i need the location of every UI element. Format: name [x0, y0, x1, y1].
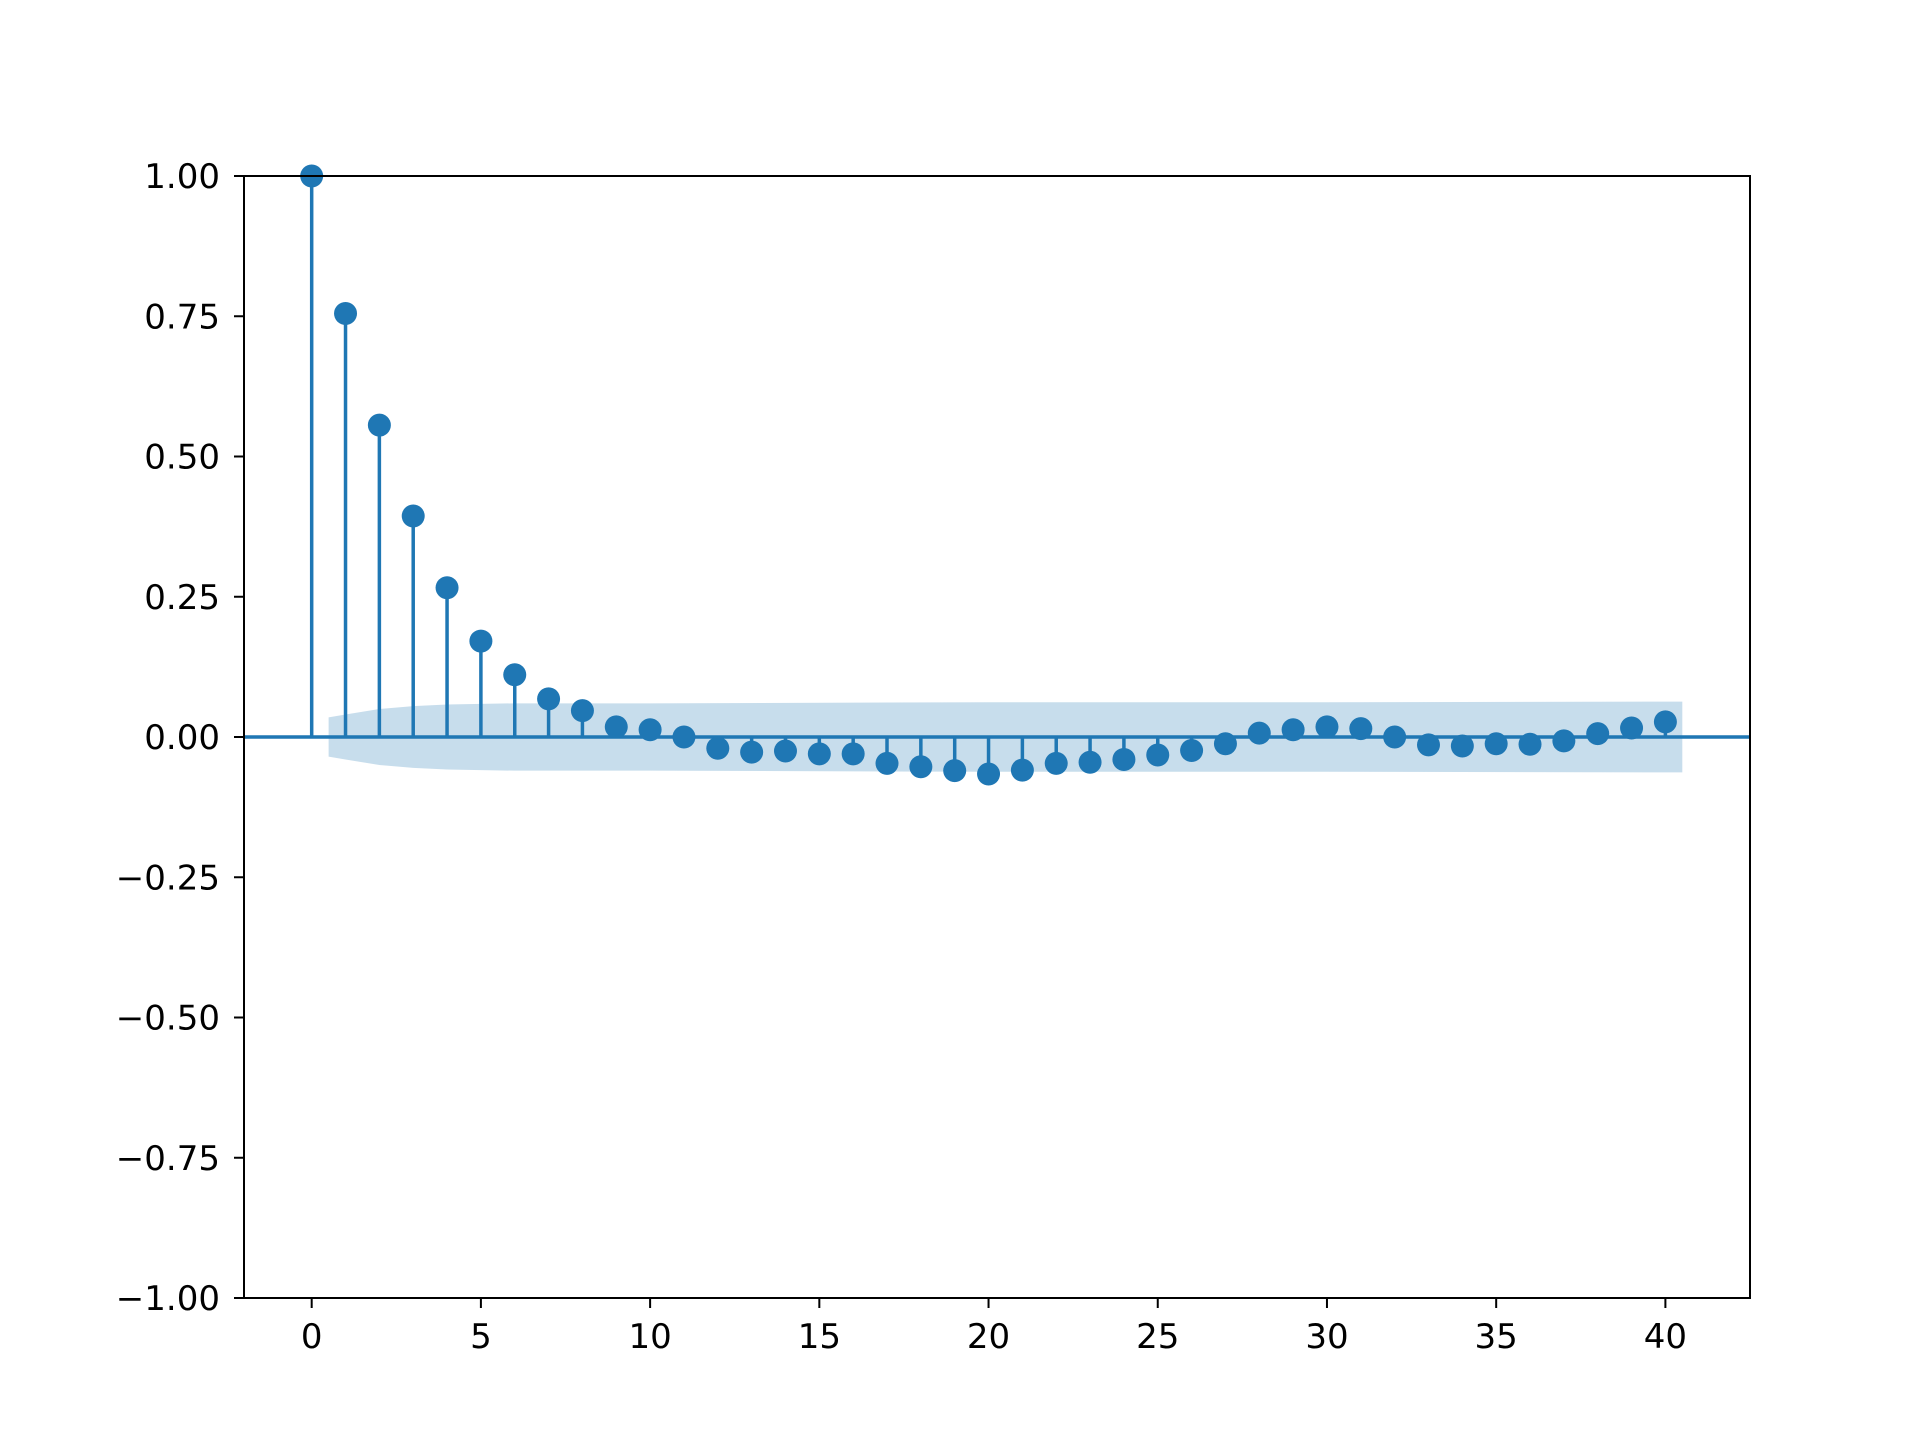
stem-marker-lag-34	[1450, 734, 1474, 758]
stem-marker-lag-21	[1010, 758, 1034, 782]
x-tick-label-40: 40	[1644, 1317, 1687, 1357]
stem-marker-lag-29	[1281, 718, 1305, 742]
x-tick-label-30: 30	[1305, 1317, 1348, 1357]
stem-marker-lag-16	[841, 742, 865, 766]
stem-marker-lag-17	[875, 751, 899, 775]
stem-marker-lag-31	[1349, 717, 1373, 741]
stem-marker-lag-39	[1620, 716, 1644, 740]
stem-marker-lag-9	[604, 715, 628, 739]
x-tick-label-20: 20	[967, 1317, 1010, 1357]
stem-marker-lag-33	[1416, 733, 1440, 757]
x-tick-label-35: 35	[1475, 1317, 1518, 1357]
stem-marker-lag-25	[1146, 743, 1170, 767]
stem-marker-lag-24	[1112, 747, 1136, 771]
stem-marker-lag-8	[570, 699, 594, 723]
stem-marker-lag-38	[1586, 722, 1610, 746]
stem-marker-lag-35	[1484, 732, 1508, 756]
stem-marker-lag-37	[1552, 729, 1576, 753]
stem-marker-lag-14	[773, 739, 797, 763]
stem-marker-lag-7	[537, 687, 561, 711]
y-tick-label-7: −0.75	[116, 1139, 220, 1179]
x-tick-label-5: 5	[470, 1317, 492, 1357]
stem-layer	[244, 164, 1750, 786]
stem-marker-lag-5	[469, 629, 493, 653]
y-tick-label-0: 1.00	[144, 157, 220, 197]
stem-marker-lag-26	[1180, 738, 1204, 762]
y-tick-label-1: 0.75	[144, 297, 220, 337]
x-tick-label-10: 10	[628, 1317, 671, 1357]
stem-marker-lag-2	[367, 413, 391, 437]
stem-marker-lag-15	[807, 742, 831, 766]
stem-marker-lag-22	[1044, 751, 1068, 775]
y-tick-label-2: 0.50	[144, 438, 220, 478]
stem-marker-lag-4	[435, 576, 459, 600]
stem-marker-lag-19	[943, 759, 967, 783]
x-tick-label-25: 25	[1136, 1317, 1179, 1357]
y-tick-label-5: −0.25	[116, 858, 220, 898]
stem-marker-lag-27	[1213, 732, 1237, 756]
stem-marker-lag-40	[1653, 710, 1677, 734]
stem-marker-lag-28	[1247, 721, 1271, 745]
x-tick-label-0: 0	[301, 1317, 323, 1357]
stem-marker-lag-20	[977, 762, 1001, 786]
y-tick-label-6: −0.50	[116, 999, 220, 1039]
stem-marker-lag-1	[334, 301, 358, 325]
stem-marker-lag-23	[1078, 750, 1102, 774]
stem-marker-lag-36	[1518, 732, 1542, 756]
x-tick-label-15: 15	[798, 1317, 841, 1357]
axes-layer: 0 5 10 15 20 25 30 35 40 1.00 0.75 0.50 0.25 0.00 −0.2…	[116, 157, 1751, 1357]
stem-marker-lag-30	[1315, 715, 1339, 739]
stem-marker-lag-13	[740, 740, 764, 764]
stem-marker-lag-11	[672, 725, 696, 749]
y-tick-label-3: 0.25	[144, 578, 220, 618]
y-tick-label-4: 0.00	[144, 718, 220, 758]
stem-marker-lag-3	[401, 504, 425, 528]
y-tick-label-8: −1.00	[116, 1279, 220, 1319]
stem-marker-lag-10	[638, 718, 662, 742]
stem-marker-lag-12	[706, 736, 730, 760]
stem-marker-lag-32	[1383, 725, 1407, 749]
stem-marker-lag-18	[909, 755, 933, 779]
stem-marker-lag-6	[503, 663, 527, 687]
